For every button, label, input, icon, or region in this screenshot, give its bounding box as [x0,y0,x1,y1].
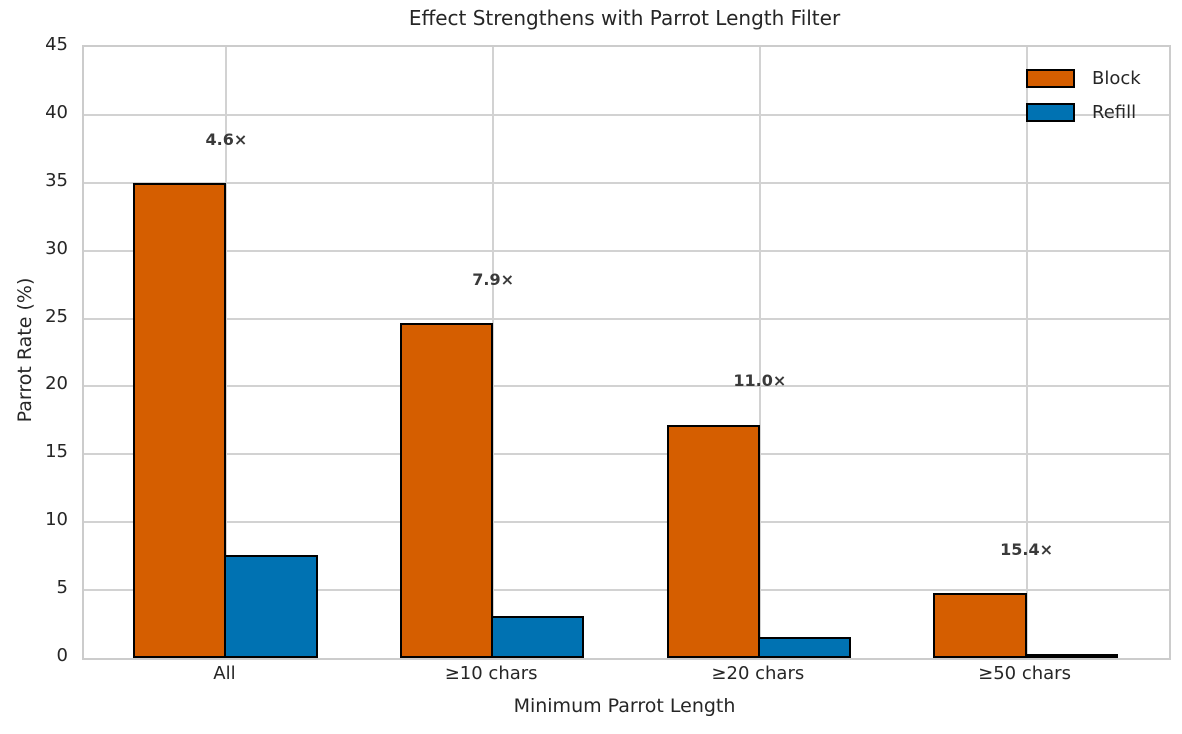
bar-block-3 [933,592,1027,658]
h-gridline [84,181,1169,184]
plot-area: 4.6× 7.9× 11.0× 15.4× [82,45,1171,660]
bar-block-0 [133,182,227,658]
x-tick-label: All [213,663,236,684]
y-tick-label: 45 [45,34,68,55]
ratio-annotation: 4.6× [205,129,248,149]
h-gridline [84,521,1169,524]
bar-block-1 [399,322,494,658]
h-gridline [84,113,1169,116]
legend-item-refill: Refill [1026,95,1141,129]
y-tick-label: 30 [45,237,68,259]
h-gridline [84,249,1169,252]
h-gridline [84,385,1169,388]
bar-refill-2 [757,636,852,658]
h-gridline [84,453,1169,456]
y-tick-label: 20 [45,373,68,395]
h-gridline [84,317,1169,320]
h-gridline [84,589,1169,592]
x-axis-label: Minimum Parrot Length [513,695,736,717]
legend-swatch-refill-icon [1026,102,1075,122]
legend-label-refill: Refill [1092,101,1137,123]
bar-refill-0 [224,554,318,658]
bar-refill-1 [491,615,585,658]
legend-item-block: Block [1026,61,1141,95]
y-tick-label: 40 [45,101,68,123]
x-tick-label: ≥20 chars [711,663,805,684]
y-tick-label: 15 [45,441,68,463]
y-tick-label: 5 [56,577,68,599]
x-tick-label: ≥50 chars [978,663,1071,684]
legend-label-block: Block [1092,67,1141,89]
y-tick-label: 25 [45,305,68,327]
bar-block-2 [666,424,760,658]
y-axis-label: Parrot Rate (%) [14,277,36,423]
ratio-annotation: 15.4× [1000,539,1053,559]
y-tick-label: 10 [45,509,68,531]
v-gridline [1025,47,1028,658]
y-tick-label: 0 [56,645,68,666]
y-tick-label: 35 [45,169,68,191]
bar-refill-3 [1024,653,1118,658]
x-tick-label: ≥10 chars [444,663,538,684]
legend-swatch-block-icon [1026,68,1075,88]
chart-title: Effect Strengthens with Parrot Length Fi… [408,6,841,30]
ratio-annotation: 11.0× [733,371,787,391]
v-gridline [758,47,761,658]
ratio-annotation: 7.9× [472,269,515,289]
legend: Block Refill [1026,61,1141,129]
